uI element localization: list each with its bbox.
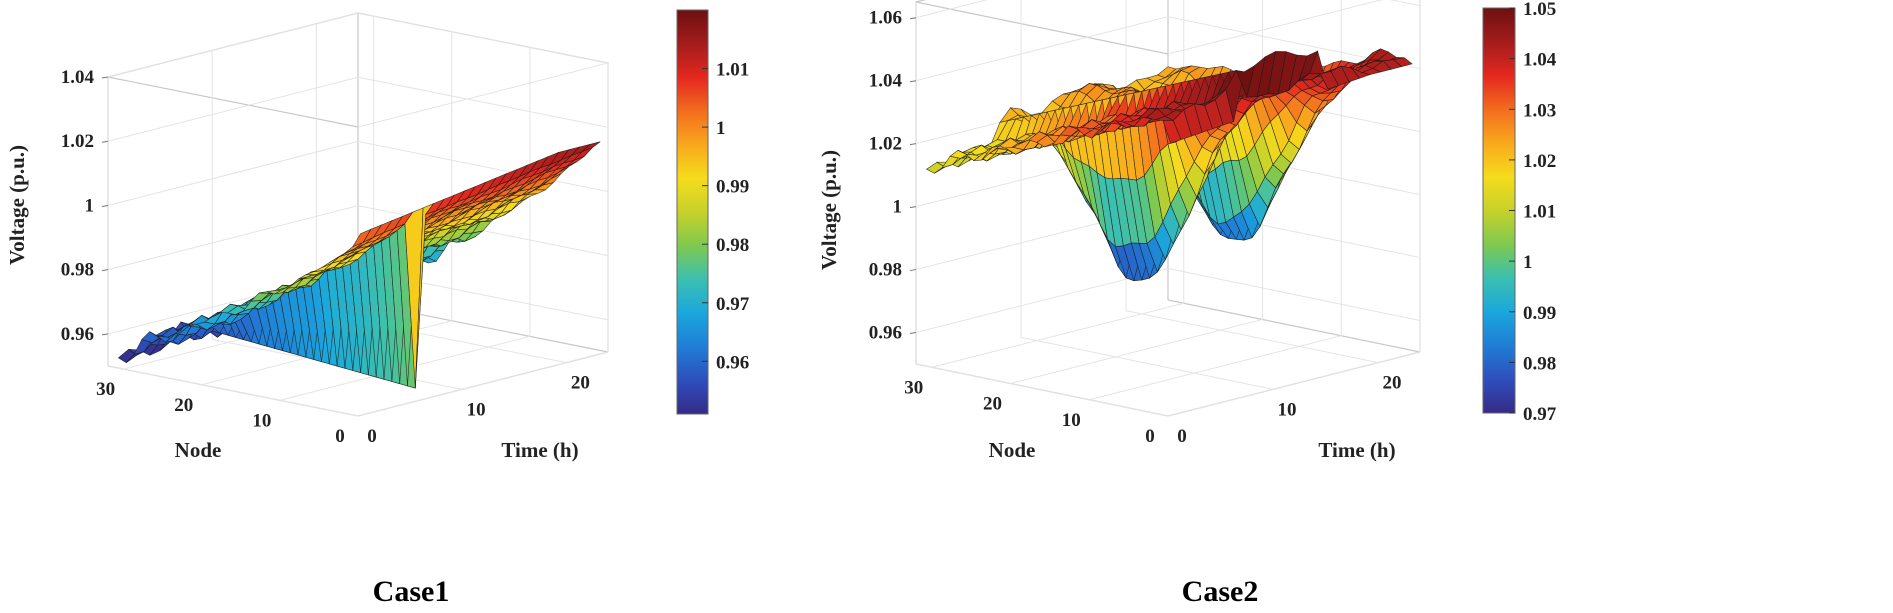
colorbar-tick-label: 1 xyxy=(716,118,726,139)
x-axis-label: Time (h) xyxy=(501,438,578,462)
colorbar-tick-label: 0.97 xyxy=(1523,404,1557,425)
front-top-edge xyxy=(1167,0,1383,55)
time-tick-label: 0 xyxy=(1177,426,1187,447)
colorbar-tick-label: 1.01 xyxy=(1523,202,1556,223)
z-tick xyxy=(909,332,917,335)
surface-patch xyxy=(581,141,601,152)
node-tick-label: 20 xyxy=(174,395,193,416)
z-gridline xyxy=(915,268,1421,334)
colorbar-tick-label: 0.97 xyxy=(716,294,750,315)
z-tick-label: 0.96 xyxy=(869,323,902,344)
z-tick-label: 1.02 xyxy=(869,134,902,155)
left-top-edge xyxy=(107,76,359,128)
node-tick-label: 20 xyxy=(983,394,1002,415)
node-tick-label: 0 xyxy=(1145,426,1155,447)
node-gridline xyxy=(357,63,609,417)
time-gridline xyxy=(1020,0,1274,390)
node-tick-label: 10 xyxy=(1062,410,1081,431)
colorbar-tick-label: 1.01 xyxy=(716,60,749,81)
z-tick xyxy=(909,17,917,20)
z-tick-label: 1 xyxy=(85,195,95,216)
surface-plot xyxy=(925,48,1413,282)
z-gridline xyxy=(107,205,609,271)
surface-plot xyxy=(117,141,601,389)
z-gridline xyxy=(107,12,609,78)
time-gridline xyxy=(107,77,359,417)
chart-case2: 0.96 0.98 1 1.02 1.04 1.06 0 10 20 0 10 20 30 Voltag… xyxy=(817,0,1557,608)
z-tick-label: 0.98 xyxy=(869,260,902,281)
time-gridline xyxy=(1125,0,1379,364)
z-axis-label: Voltage (p.u.) xyxy=(817,150,841,270)
surface-patch xyxy=(1393,57,1413,67)
chart-case1: 0.96 0.98 1 1.02 1.04 0 10 20 0 10 20 30 Voltage (p… xyxy=(5,9,750,608)
colorbar-tick-label: 1.03 xyxy=(1523,100,1556,121)
time-tick-label: 20 xyxy=(571,373,590,394)
z-tick xyxy=(909,80,917,83)
colorbar-tick-label: 0.98 xyxy=(716,235,749,256)
colorbar-tick-label: 0.98 xyxy=(1523,353,1556,374)
colorbar-tick-label: 1.05 xyxy=(1523,0,1556,20)
node-tick-label: 30 xyxy=(904,377,923,398)
node-tick-label: 0 xyxy=(335,426,345,447)
colorbar-tick-label: 0.99 xyxy=(1523,303,1556,324)
node-gridline xyxy=(1089,0,1342,401)
time-tick-label: 10 xyxy=(467,399,486,420)
z-tick-label: 1.04 xyxy=(869,71,903,92)
x-axis-label: Time (h) xyxy=(1318,438,1395,462)
colorbar: 0.97 0.98 0.99 1 1.01 1.02 1.03 1.04 1.05 xyxy=(1482,0,1557,425)
z-tick xyxy=(101,269,109,272)
z-tick-label: 1.04 xyxy=(61,67,95,88)
colorbar-tick-label: 1.02 xyxy=(1523,151,1556,172)
z-gridline xyxy=(107,76,609,142)
chart-caption: Case2 xyxy=(1182,575,1259,608)
z-tick xyxy=(101,76,109,79)
time-tick-label: 10 xyxy=(1278,399,1297,420)
z-tick xyxy=(101,140,109,143)
left-top-edge xyxy=(915,1,1169,55)
z-tick xyxy=(909,206,917,209)
z-tick xyxy=(909,143,917,146)
node-gridline xyxy=(201,31,453,386)
z-tick xyxy=(101,333,109,336)
node-gridline xyxy=(1167,0,1421,417)
colorbar-tick-label: 1.04 xyxy=(1523,50,1557,71)
colorbar-tick-label: 1 xyxy=(1523,252,1533,273)
z-tick xyxy=(101,204,109,207)
node-tick-label: 10 xyxy=(252,410,271,431)
front-top-edge xyxy=(357,62,609,128)
z-tick-label: 1.06 xyxy=(869,8,902,29)
y-axis-label: Node xyxy=(989,438,1036,462)
colorbar: 0.96 0.97 0.98 0.99 1 1.01 xyxy=(676,9,750,415)
colorbar-gradient xyxy=(676,9,709,415)
colorbar-tick-label: 0.96 xyxy=(716,352,749,373)
axis-ticks: 0.96 0.98 1 1.02 1.04 1.06 0 10 20 0 10 20 30 xyxy=(869,8,1402,447)
z-tick-label: 0.96 xyxy=(61,324,94,345)
y-axis-label: Node xyxy=(175,438,222,462)
colorbar-tick-label: 0.99 xyxy=(716,177,749,198)
time-tick-label: 0 xyxy=(367,426,377,447)
node-gridline xyxy=(931,0,1185,368)
node-tick-label: 30 xyxy=(96,379,115,400)
z-axis-label: Voltage (p.u.) xyxy=(5,145,29,265)
time-tick-label: 20 xyxy=(1383,373,1402,394)
node-gridline xyxy=(279,47,531,401)
z-gridline xyxy=(915,16,1421,82)
time-gridline xyxy=(915,2,1169,417)
z-tick-label: 1 xyxy=(893,197,903,218)
axis-ticks: 0.96 0.98 1 1.02 1.04 0 10 20 0 10 20 30 xyxy=(61,67,590,447)
chart-caption: Case1 xyxy=(373,575,450,608)
z-tick xyxy=(909,269,917,272)
z-tick-label: 0.98 xyxy=(61,260,94,281)
z-tick-label: 1.02 xyxy=(61,131,94,152)
